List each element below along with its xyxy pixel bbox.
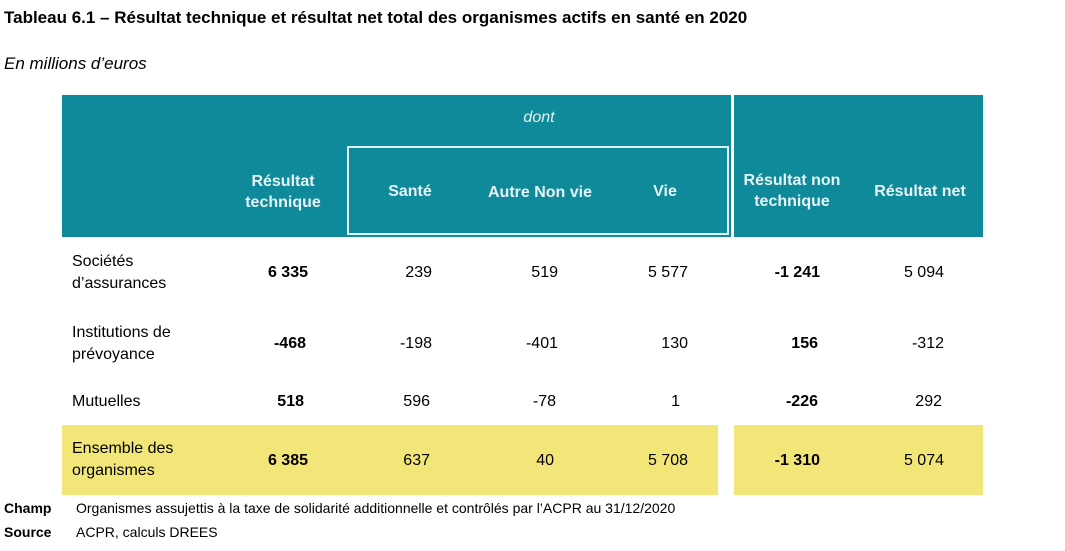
footer-source-text: ACPR, calculs DREES	[76, 524, 218, 540]
row-label: Ensemble des organismes	[72, 438, 212, 482]
header-autre-non-vie: Autre Non vie	[487, 183, 592, 201]
total-row-band-right	[734, 425, 983, 495]
footer-champ-key: Champ	[4, 500, 52, 516]
table-cell: 596	[403, 393, 430, 410]
footer-source: Source ACPR, calculs DREES	[4, 524, 218, 540]
header-resultat-non-technique: Résultat non technique	[743, 172, 841, 210]
table-cell: 130	[661, 335, 688, 352]
table-cell: -468	[273, 335, 306, 352]
table-cell: 518	[277, 393, 304, 410]
table-cell: 5 094	[903, 264, 944, 281]
group-box	[347, 146, 729, 235]
table-header	[62, 95, 983, 237]
table-cell: 5 074	[903, 452, 944, 469]
row-label: Institutions de prévoyance	[72, 322, 212, 366]
table-cell: -78	[532, 393, 556, 410]
footer-champ-text: Organismes assujettis à la taxe de solid…	[76, 500, 676, 516]
table-cell: 5 708	[647, 452, 688, 469]
table-cell: 239	[405, 264, 432, 281]
table-cell: -1 241	[774, 264, 820, 281]
footer-champ: Champ Organismes assujettis à la taxe de …	[4, 500, 675, 516]
table-cell: 6 335	[267, 264, 308, 281]
table-cell: 1	[671, 393, 680, 410]
row-label-text: Mutuelles	[72, 393, 141, 410]
row-label-text: Sociétés d’assurances	[72, 253, 167, 292]
footer-source-key: Source	[4, 524, 52, 540]
row-label: Sociétés d’assurances	[72, 251, 212, 295]
table-cell: 156	[791, 335, 818, 352]
group-label: dont	[523, 109, 555, 126]
header-vie: Vie	[653, 182, 677, 200]
table-cell: -1 310	[774, 452, 820, 469]
table-cell: 292	[915, 393, 942, 410]
header-resultat-net: Résultat net	[874, 182, 966, 200]
total-row-band	[62, 425, 718, 495]
table-cell: 6 385	[267, 452, 308, 469]
row-label-text: Institutions de prévoyance	[72, 324, 171, 363]
table-cell: -401	[525, 335, 558, 352]
table-title: Tableau 6.1 – Résultat technique et résu…	[4, 8, 748, 27]
header-sante: Santé	[388, 182, 432, 200]
column-separator	[731, 95, 734, 237]
header-resultat-technique: Résultat technique	[245, 173, 321, 211]
table-cell: -312	[911, 335, 944, 352]
table-cell: -226	[785, 393, 818, 410]
table-cell: 519	[531, 264, 558, 281]
row-label-text: Ensemble des organismes	[72, 440, 174, 479]
table-subtitle: En millions d’euros	[4, 54, 147, 73]
row-label: Mutuelles	[72, 391, 212, 413]
table-cell: 5 577	[647, 264, 688, 281]
table-cell: 40	[536, 452, 554, 469]
table-cell: -198	[399, 335, 432, 352]
table-cell: 637	[403, 452, 430, 469]
